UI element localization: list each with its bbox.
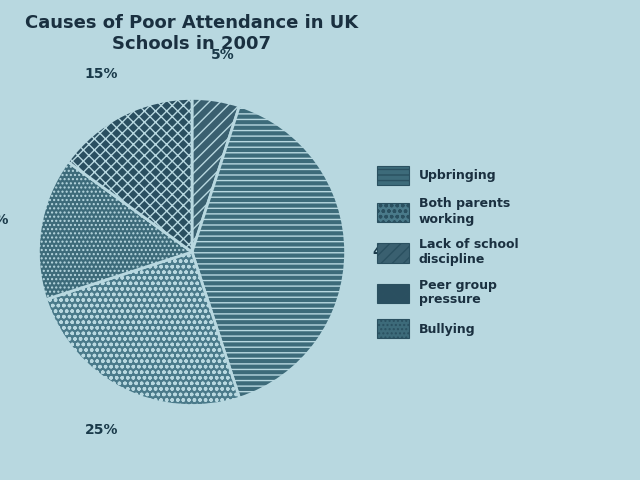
Text: 25%: 25% bbox=[84, 423, 118, 437]
Wedge shape bbox=[192, 98, 239, 252]
Wedge shape bbox=[192, 106, 346, 398]
Text: 40%: 40% bbox=[372, 245, 405, 259]
Wedge shape bbox=[46, 252, 239, 406]
Text: 5%: 5% bbox=[211, 48, 235, 62]
Text: 15%: 15% bbox=[84, 67, 118, 81]
Legend: Upbringing, Both parents
working, Lack of school
discipline, Peer group
pressure: Upbringing, Both parents working, Lack o… bbox=[378, 166, 518, 338]
Wedge shape bbox=[38, 162, 192, 300]
Wedge shape bbox=[68, 98, 192, 252]
Text: 15%: 15% bbox=[0, 213, 8, 228]
Text: Causes of Poor Attendance in UK Schools in 2007: Causes of Poor Attendance in UK Schools … bbox=[26, 14, 358, 53]
